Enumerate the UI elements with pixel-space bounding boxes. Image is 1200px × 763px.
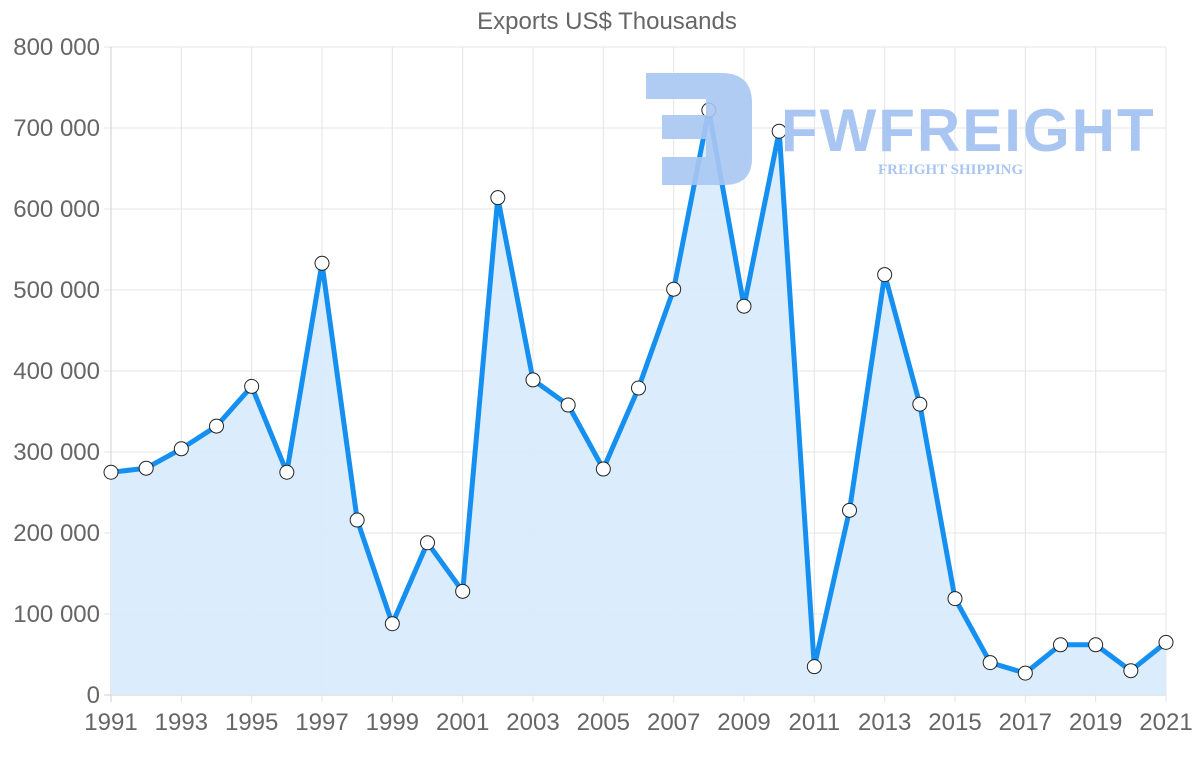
data-point-2003[interactable] bbox=[525, 372, 541, 388]
x-tick-label: 2011 bbox=[789, 709, 841, 736]
data-point-2016[interactable] bbox=[982, 655, 998, 671]
data-point-2007[interactable] bbox=[666, 281, 682, 297]
data-point-2000[interactable] bbox=[420, 535, 435, 551]
data-point-1998[interactable] bbox=[349, 512, 365, 528]
data-point-2009[interactable] bbox=[736, 298, 752, 314]
y-tick-label: 0 bbox=[87, 682, 100, 709]
y-tick-label: 600 000 bbox=[13, 196, 100, 223]
y-tick-label: 100 000 bbox=[13, 601, 100, 628]
data-point-2015[interactable] bbox=[947, 591, 963, 607]
x-tick-label: 2005 bbox=[577, 709, 630, 736]
x-tick-label: 1995 bbox=[225, 709, 278, 736]
x-tick-label: 1991 bbox=[84, 709, 137, 736]
data-point-1999[interactable] bbox=[384, 616, 400, 632]
data-point-2018[interactable] bbox=[1053, 637, 1068, 653]
x-tick-label: 2021 bbox=[1139, 709, 1192, 736]
x-tick-label: 1999 bbox=[366, 709, 419, 736]
y-tick-label: 400 000 bbox=[13, 358, 100, 385]
x-tick-label: 2001 bbox=[436, 709, 489, 736]
y-tick-label: 800 000 bbox=[13, 34, 100, 61]
data-point-2005[interactable] bbox=[595, 461, 611, 477]
data-point-1994[interactable] bbox=[209, 418, 224, 434]
data-point-2020[interactable] bbox=[1123, 663, 1139, 679]
data-point-1993[interactable] bbox=[173, 441, 189, 457]
x-tick-label: 2015 bbox=[928, 709, 981, 736]
x-tick-label: 1993 bbox=[155, 709, 208, 736]
series-area bbox=[111, 110, 1166, 695]
x-axis: 1991 1993 1995 1997 1999 2001 2003 2005 2007 2009… bbox=[84, 709, 1192, 736]
data-point-2010[interactable] bbox=[771, 123, 787, 139]
x-tick-label: 2007 bbox=[647, 709, 700, 736]
y-tick-label: 700 000 bbox=[13, 115, 100, 142]
data-point-2019[interactable] bbox=[1088, 637, 1104, 653]
x-tick-label: 2019 bbox=[1069, 709, 1122, 736]
x-tick-label: 2009 bbox=[717, 709, 770, 736]
data-point-2008[interactable] bbox=[701, 102, 717, 118]
x-tick-label: 2013 bbox=[858, 709, 911, 736]
x-tick-label: 2003 bbox=[506, 709, 559, 736]
x-tick-label: 1997 bbox=[295, 709, 348, 736]
y-axis: 0 100 000 200 000 300 000 400 000 500 000 600 … bbox=[13, 34, 100, 709]
data-point-1991[interactable] bbox=[103, 464, 119, 480]
x-tick-label: 2017 bbox=[999, 709, 1052, 736]
data-point-1997[interactable] bbox=[314, 255, 330, 271]
data-point-2001[interactable] bbox=[455, 583, 471, 599]
area-fill bbox=[103, 102, 1174, 695]
data-point-2021[interactable] bbox=[1158, 634, 1174, 650]
data-point-2013[interactable] bbox=[877, 267, 893, 283]
y-tick-label: 200 000 bbox=[13, 520, 100, 547]
chart-title: Exports US$ Thousands bbox=[477, 8, 737, 35]
data-point-2002[interactable] bbox=[490, 190, 506, 206]
data-point-1996[interactable] bbox=[279, 464, 295, 480]
y-tick-label: 500 000 bbox=[13, 277, 100, 304]
data-point-2014[interactable] bbox=[912, 396, 928, 412]
y-tick-label: 300 000 bbox=[13, 439, 100, 466]
data-point-2004[interactable] bbox=[560, 397, 576, 413]
data-point-2011[interactable] bbox=[806, 659, 822, 675]
data-point-1992[interactable] bbox=[138, 460, 154, 476]
data-point-2012[interactable] bbox=[842, 502, 857, 518]
data-point-1995[interactable] bbox=[244, 378, 260, 394]
data-point-2017[interactable] bbox=[1017, 665, 1033, 681]
data-point-2006[interactable] bbox=[631, 380, 646, 396]
